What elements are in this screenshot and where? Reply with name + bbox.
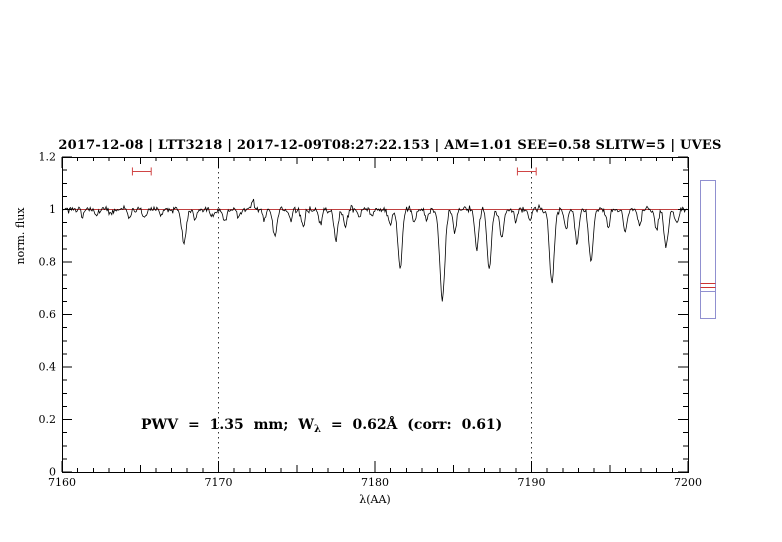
x-tick-label: 7160 [48,476,76,489]
y-tick-label: 0 [49,466,56,479]
pwv-annotation-lambda-subscript: λ [314,424,321,435]
pwv-annotation-post: = 0.62Å (corr: 0.61) [321,415,502,433]
pwv-annotation-pre: PWV = 1.35 mm; W [141,417,314,433]
y-tick-label: 0.4 [39,361,57,374]
y-tick-label: 1 [49,203,56,216]
y-axis-label: norm. flux [14,207,27,265]
x-tick-label: 7190 [518,476,546,489]
axis-ticks [61,156,689,473]
plot-title: 2017-12-08 | LTT3218 | 2017-12-09T08:27:… [58,138,721,153]
y-tick-label: 1.2 [39,151,57,164]
y-tick-label: 0.8 [39,256,57,269]
spectrum-path [62,198,688,302]
y-tick-label: 0.6 [39,308,57,321]
spectrum-trace-group [62,198,688,302]
calibration-markers-group [131,167,537,176]
x-tick-label: 7200 [674,476,702,489]
calibration-marker [516,167,537,176]
calibration-marker [131,167,152,176]
pwv-annotation: PWV = 1.35 mm; Wλ = 0.62Å (corr: 0.61) [141,415,502,435]
side-indicator-lines [700,282,716,293]
x-tick-label: 7170 [205,476,233,489]
y-tick-label: 0.2 [39,413,57,426]
x-axis-label: λ(AA) [359,493,390,506]
y-axis-tick-labels: 0 0.2 0.4 0.6 0.8 1 1.2 [39,151,57,479]
side-indicator-box [700,180,716,319]
x-tick-label: 7180 [361,476,389,489]
x-axis-tick-labels: 7160 7170 7180 7190 7200 [48,476,702,489]
